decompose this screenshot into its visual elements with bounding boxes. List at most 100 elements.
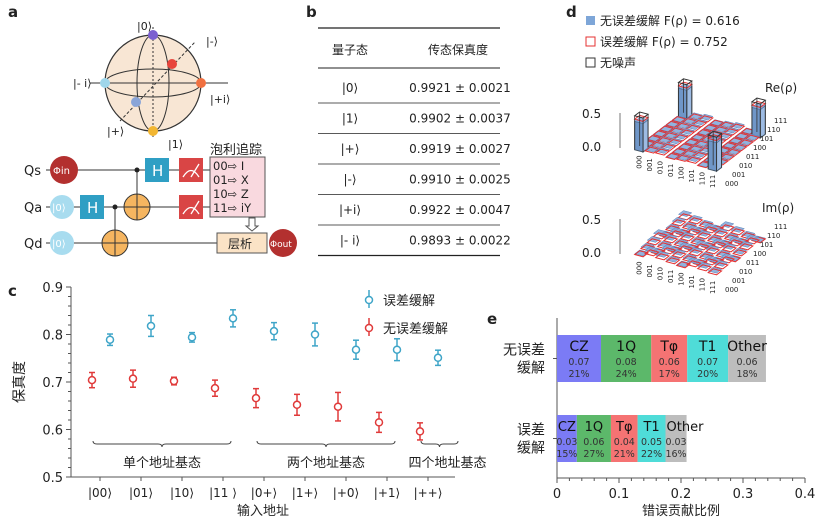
- hadamard-gate: [145, 158, 169, 182]
- e-segment-percent: 18%: [736, 369, 757, 380]
- e-segment-name: Other: [667, 420, 705, 435]
- re-bar-mitigated: [654, 148, 671, 156]
- im-bar-mitigated: [721, 245, 738, 253]
- bloch-label-minus-i: |- i⟩: [73, 77, 92, 90]
- im-col-label: 011: [746, 259, 759, 267]
- re-row-label: 010: [656, 161, 664, 174]
- re-bar-unmitigated: [686, 155, 702, 162]
- re-row-label: 111: [709, 175, 717, 188]
- e-segment-percent: 24%: [616, 369, 637, 380]
- c-xtick-label: |++⟩: [414, 486, 443, 500]
- e-segment-value: 0.03: [665, 437, 686, 448]
- e-segment-value: 0.07: [697, 357, 718, 368]
- im-row-label: 110: [698, 278, 706, 291]
- re-row-label: 100: [677, 166, 685, 179]
- im-bar-mitigated: [732, 249, 748, 257]
- c-point-unmitigated: [292, 400, 302, 410]
- c-group-label: 单个地址基态: [123, 456, 201, 471]
- c-group-label: 两个地址基态: [287, 456, 365, 471]
- im-bar-mitigated: [662, 236, 679, 244]
- table-header-state: 量子态: [332, 43, 368, 57]
- re-bar-unmitigated: [726, 148, 741, 155]
- re-bar-unmitigated: [644, 145, 660, 153]
- cnot-control: [134, 167, 140, 173]
- im-row-label: 011: [667, 270, 675, 283]
- c-xtick-label: |+0⟩: [333, 486, 359, 500]
- re-col-label: 011: [746, 153, 759, 161]
- re-ztick-0.5: 0.5: [582, 107, 601, 121]
- c-group-brace: [420, 440, 459, 448]
- e-segment-value: 0.05: [641, 437, 662, 448]
- re-bar-face: [686, 85, 693, 120]
- table-cell-state: |1⟩: [342, 112, 358, 126]
- e-segment-name: 1Q: [616, 339, 636, 355]
- re-bar-unmitigated: [719, 120, 735, 128]
- legend-swatch-ideal: [585, 57, 596, 68]
- re-bar-unmitigated: [650, 141, 666, 148]
- e-segment-value: 0.08: [616, 357, 637, 368]
- c-point-unmitigated: [333, 402, 343, 411]
- im-col-label: 010: [739, 268, 752, 276]
- pauli-tracking-box: [209, 156, 266, 218]
- pauli-rule: 10⇨ Z: [213, 187, 249, 201]
- re-bar-unmitigated: [680, 128, 695, 135]
- phi-out-label: Φout: [270, 240, 292, 250]
- im-col-label: 001: [732, 277, 745, 285]
- re-bar-unmitigated: [676, 154, 691, 161]
- c-point-unmitigated: [251, 393, 261, 403]
- tomography-label: 层析: [228, 237, 252, 251]
- table-cell-state: |-⟩: [343, 173, 356, 187]
- e-segment-name: 1Q: [585, 420, 604, 435]
- ket0-label: |0⟩: [52, 203, 66, 214]
- im-bar-mitigated: [675, 261, 692, 269]
- e-segment-name: CZ: [569, 339, 588, 355]
- c-point-mitigated: [146, 321, 156, 331]
- im-row-label: 111: [709, 281, 717, 294]
- re-bar-unmitigated: [673, 132, 689, 140]
- c-point-mitigated: [310, 330, 320, 339]
- re-bar-face: [751, 106, 761, 139]
- e-bar-segment-Other: [665, 415, 687, 462]
- im-col-label: 100: [753, 250, 766, 258]
- c-xtick-label: |11 ⟩: [209, 486, 237, 500]
- cnot-control: [112, 204, 118, 210]
- re-col-label: 111: [774, 117, 787, 125]
- im-bar-mitigated: [665, 257, 681, 265]
- re-bar-face: [716, 137, 723, 173]
- c-xtick-label: |0+⟩: [251, 486, 277, 500]
- hadamard-label: H: [152, 162, 163, 180]
- re-ztick-0.0: 0.0: [582, 140, 601, 154]
- e-xtick-label: 0.2: [671, 487, 692, 502]
- panel-label-c: c: [8, 282, 17, 300]
- c-legend-marker: [364, 295, 374, 305]
- e-segment-percent: 16%: [665, 449, 686, 460]
- re-bar-unmitigated: [738, 138, 754, 146]
- hadamard-gate: [80, 195, 104, 219]
- re-bar-unmitigated: [720, 152, 735, 160]
- re-col-label: 001: [732, 171, 745, 179]
- table-cell-fidelity: 0.9902 ± 0.0037: [409, 112, 511, 126]
- im-bar-mitigated: [729, 228, 746, 236]
- pauli-rule: 01⇨ X: [213, 173, 249, 187]
- im-bar-mitigated: [654, 253, 671, 261]
- im-row-label: 101: [688, 275, 696, 288]
- im-bar-mitigated: [696, 232, 712, 240]
- phi-out-state: [269, 229, 297, 257]
- table-header-fidelity: 传态保真度: [428, 42, 488, 57]
- c-legend-label: 误差缓解: [383, 294, 435, 309]
- c-ytick-label: 0.5: [42, 471, 63, 486]
- e-segment-percent: 20%: [697, 369, 718, 380]
- bloch-point-minus: [167, 59, 177, 69]
- bloch-point-one: [148, 126, 158, 136]
- c-point-mitigated: [228, 314, 238, 323]
- e-bar-segment-Tφ: [610, 415, 638, 462]
- legend-swatch-unmitigated: [586, 16, 595, 25]
- e-xtick-label: 0.1: [609, 487, 630, 502]
- im-bar-mitigated: [671, 251, 687, 259]
- re-bar-unmitigated: [682, 149, 697, 156]
- phi-in-label: Φin: [53, 166, 70, 177]
- e-segment-value: 0.03: [556, 437, 577, 448]
- re-bar-unmitigated: [655, 147, 670, 154]
- phi-in-state: [50, 156, 78, 184]
